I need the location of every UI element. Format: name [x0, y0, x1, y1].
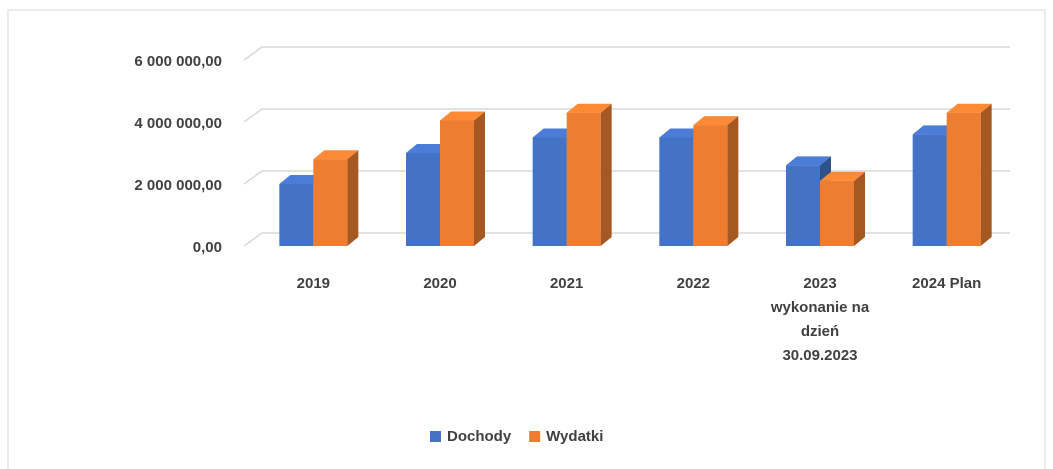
- grid-line: [243, 108, 1010, 123]
- bar-front: [279, 184, 314, 246]
- grid-line: [243, 232, 1010, 247]
- x-tick-label: 2020: [423, 275, 457, 292]
- bar-front: [406, 153, 440, 246]
- legend-label: Wydatki: [546, 428, 603, 445]
- bar-front: [659, 137, 694, 246]
- legend-swatch: [529, 431, 541, 442]
- bar-top: [659, 128, 705, 138]
- bar-front: [693, 125, 728, 246]
- bar-front: [912, 134, 947, 246]
- bar-top: [313, 150, 359, 160]
- x-tick-label: 2019: [296, 275, 331, 292]
- bar-top: [786, 156, 831, 166]
- bar-top: [566, 103, 612, 113]
- bar-top: [820, 171, 865, 181]
- y-tick-label: 4 000 000,00: [134, 115, 222, 132]
- x-tick-label: 2024 Plan: [912, 275, 982, 292]
- bar-top: [279, 175, 325, 184]
- bar-front: [786, 165, 820, 246]
- bar: [313, 150, 359, 246]
- x-tick-label: 2022: [676, 275, 711, 292]
- bar-top: [406, 144, 451, 153]
- grid-line: [243, 46, 1010, 61]
- bar-front: [946, 112, 981, 246]
- bar: [820, 171, 865, 246]
- bar: [566, 103, 612, 246]
- bar-front: [440, 120, 474, 246]
- y-tick-label: 6 000 000,00: [134, 53, 222, 70]
- bar-top: [946, 103, 992, 113]
- bar-side: [347, 150, 359, 246]
- bar-side: [980, 103, 992, 246]
- bar-front: [532, 137, 567, 246]
- y-tick-label: 2 000 000,00: [134, 177, 222, 194]
- bar-top: [912, 125, 958, 135]
- y-tick-label: 0,00: [193, 239, 222, 256]
- bar-front: [566, 112, 601, 246]
- bar-side: [727, 116, 739, 246]
- bar-top: [532, 128, 578, 138]
- x-tick-label: 2023 wykonanie na dzień 30.09.2023: [770, 275, 870, 364]
- bar-side: [854, 171, 865, 246]
- legend-label: Dochody: [447, 428, 512, 445]
- bar-front: [313, 159, 348, 246]
- grid-line: [243, 170, 1010, 185]
- bar-front: [820, 180, 854, 246]
- bar-top: [440, 111, 485, 121]
- bar: [693, 116, 739, 246]
- bar: [440, 111, 485, 246]
- x-tick-label: 2021: [549, 275, 584, 292]
- bar: [946, 103, 992, 246]
- chart-border: [7, 9, 1046, 469]
- bar-side: [600, 103, 612, 246]
- legend-swatch: [430, 431, 441, 442]
- bar-side: [474, 111, 485, 246]
- bar-top: [693, 116, 739, 126]
